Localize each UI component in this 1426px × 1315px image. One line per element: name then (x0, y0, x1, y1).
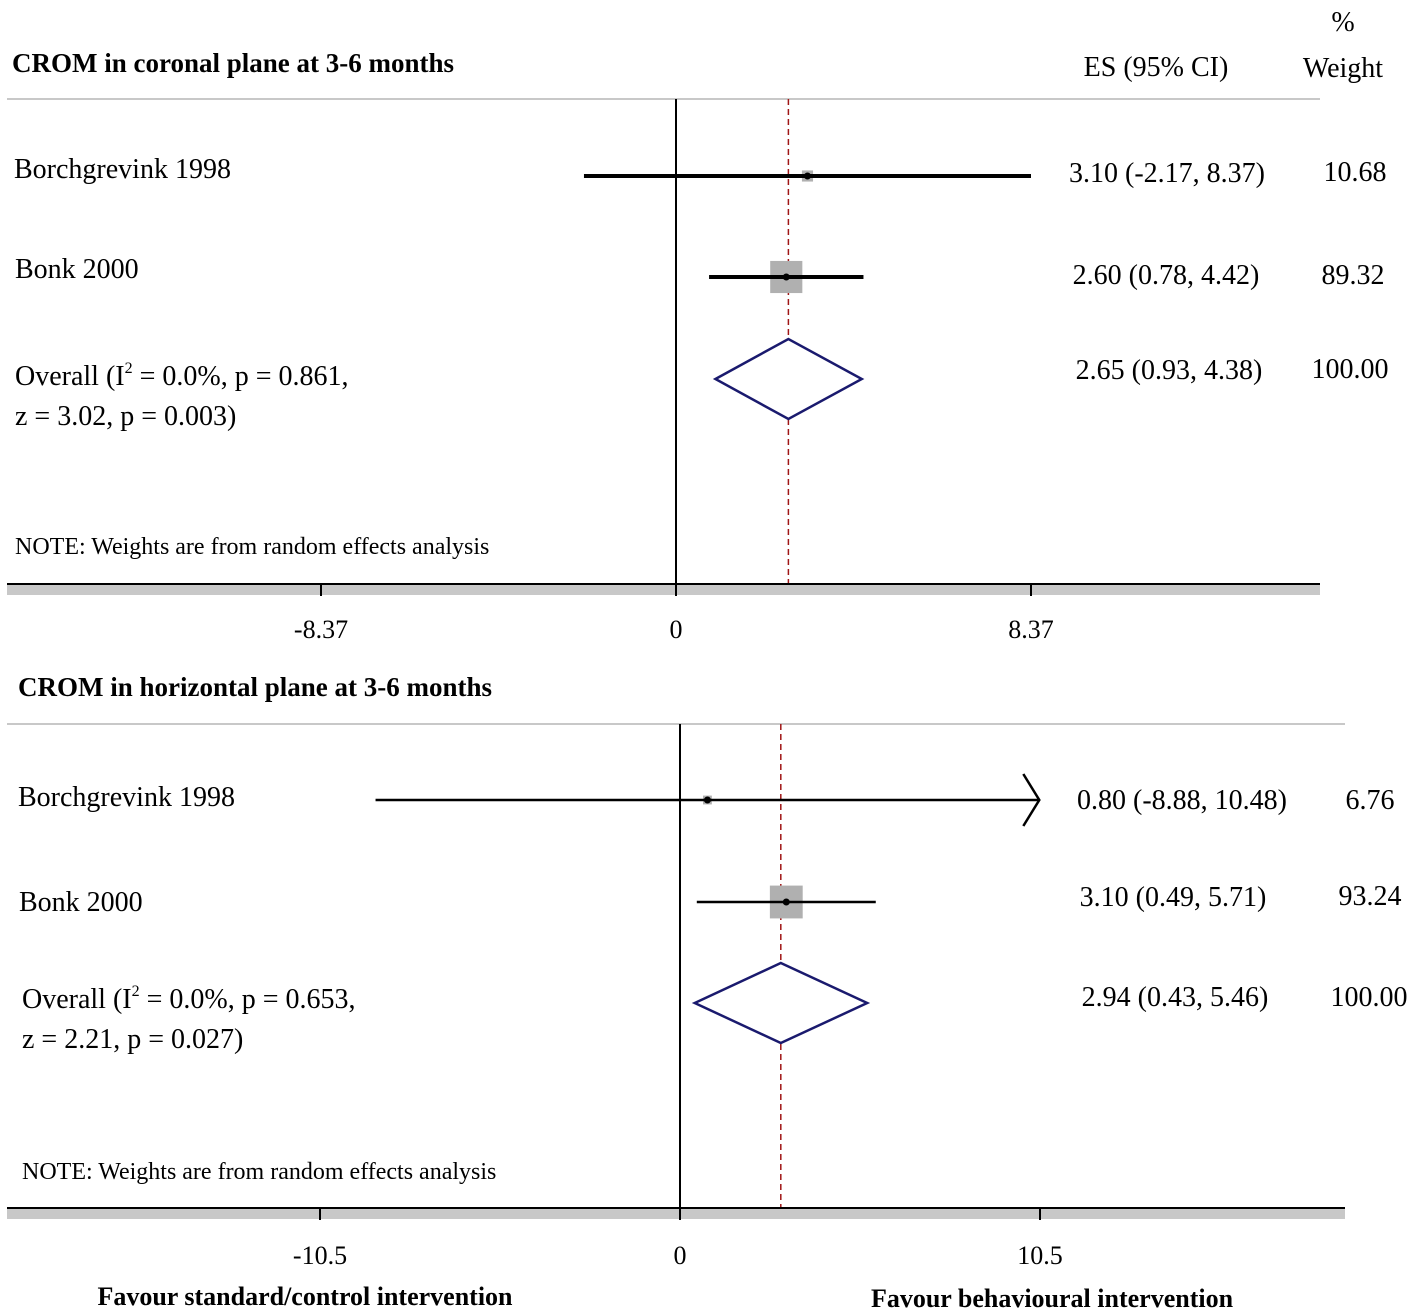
es-value-overall: 2.65 (0.93, 4.38) (1076, 355, 1263, 386)
overall-label: Overall (I2 = 0.0%, p = 0.653, (22, 983, 356, 1015)
panel-horizontal: CROM in horizontal plane at 3-6 months B… (7, 672, 1408, 1270)
overall-label-line2: z = 2.21, p = 0.027) (22, 1024, 243, 1055)
weight-percent-header: % (1331, 7, 1354, 38)
ci-truncation-arrow (1022, 773, 1041, 827)
weight-value: 10.68 (1324, 157, 1387, 188)
study-label: Borchgrevink 1998 (14, 154, 231, 185)
panel-coronal: CROM in coronal plane at 3-6 months ES (… (7, 48, 1389, 644)
es-value: 2.60 (0.78, 4.42) (1073, 260, 1260, 291)
study-label: Borchgrevink 1998 (18, 782, 235, 813)
overall-label-text: Overall (I (15, 361, 125, 392)
overall-label-text: Overall (I (22, 984, 132, 1015)
overall-diamond (691, 961, 871, 1045)
es-value: 0.80 (-8.88, 10.48) (1077, 785, 1287, 816)
overall-diamond (712, 337, 865, 421)
x-tick-label: -8.37 (294, 615, 348, 644)
weight-value-overall: 100.00 (1312, 354, 1389, 385)
x-axis-ticks: -10.5 0 10.5 (293, 1208, 1063, 1270)
study-point-estimate (782, 898, 790, 906)
plot-area (375, 724, 1041, 1208)
overall-label: Overall (I2 = 0.0%, p = 0.861, (15, 360, 349, 392)
x-tick-label: 0 (674, 1241, 687, 1270)
study-label: Bonk 2000 (19, 887, 143, 918)
es-value: 3.10 (0.49, 5.71) (1080, 882, 1267, 913)
x-tick-label: -10.5 (293, 1241, 347, 1270)
note-text: NOTE: Weights are from random effects an… (22, 1159, 496, 1185)
es-value: 3.10 (-2.17, 8.37) (1069, 158, 1265, 189)
x-tick-label: 8.37 (1008, 615, 1054, 644)
es-ci-header: ES (95% CI) (1084, 52, 1229, 83)
study-point-estimate (803, 172, 811, 180)
panel-title: CROM in horizontal plane at 3-6 months (18, 672, 492, 702)
es-value-overall: 2.94 (0.43, 5.46) (1082, 982, 1269, 1013)
overall-label-sup: 2 (125, 360, 133, 377)
weight-value: 6.76 (1346, 785, 1395, 816)
overall-label-rest: = 0.0%, p = 0.861, (133, 361, 349, 392)
study-label: Bonk 2000 (15, 254, 139, 285)
study-point-estimate (703, 796, 711, 804)
note-text: NOTE: Weights are from random effects an… (15, 534, 489, 560)
x-tick-label: 10.5 (1017, 1241, 1063, 1270)
overall-label-sup: 2 (132, 983, 140, 1000)
weight-value: 93.24 (1339, 881, 1402, 912)
weight-header: Weight (1303, 53, 1383, 84)
x-tick-label: 0 (670, 615, 683, 644)
panel-title: CROM in coronal plane at 3-6 months (12, 48, 454, 78)
overall-label-rest: = 0.0%, p = 0.653, (140, 984, 356, 1015)
favour-control-label: Favour standard/control intervention (97, 1282, 513, 1311)
plot-area (583, 99, 1031, 584)
favour-behavioural-label: Favour behavioural intervention (871, 1284, 1234, 1313)
study-point-estimate (782, 273, 790, 281)
weight-value-overall: 100.00 (1331, 982, 1408, 1013)
weight-value: 89.32 (1322, 260, 1385, 291)
x-axis-ticks: -8.37 0 8.37 (294, 584, 1054, 644)
overall-label-line2: z = 3.02, p = 0.003) (15, 401, 236, 432)
